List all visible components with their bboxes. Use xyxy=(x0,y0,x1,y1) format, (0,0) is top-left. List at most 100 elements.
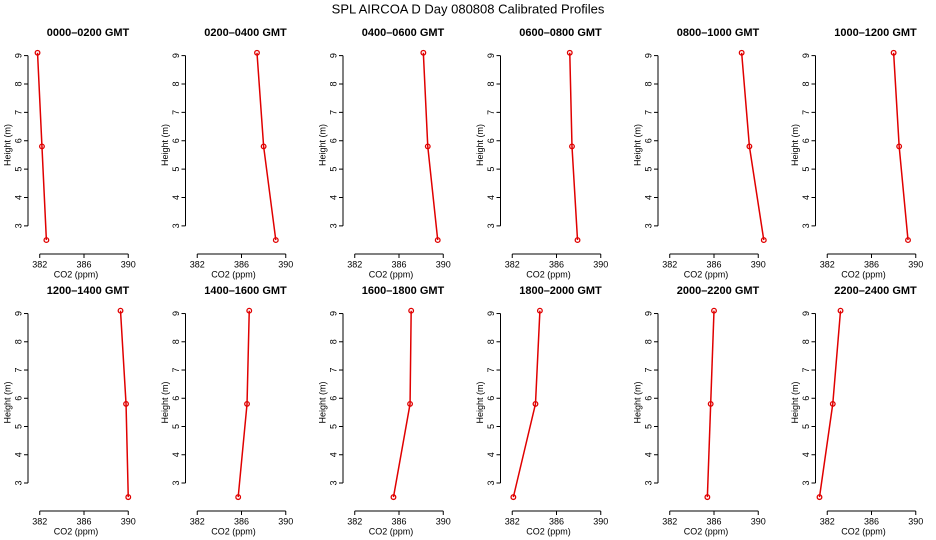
y-tick-label: 9 xyxy=(171,311,181,316)
data-point xyxy=(711,307,717,314)
y-tick-label: 6 xyxy=(486,396,496,401)
data-point xyxy=(566,49,573,56)
x-tick-label: 382 xyxy=(820,259,835,269)
x-tick-label: 390 xyxy=(278,259,293,269)
y-tick-label: 9 xyxy=(13,311,23,316)
y-tick-label: 3 xyxy=(328,223,338,228)
data-point xyxy=(254,49,260,56)
x-tick-label: 386 xyxy=(864,516,879,526)
x-axis-label: CO2 (ppm) xyxy=(684,269,729,279)
data-point xyxy=(816,494,823,501)
data-point xyxy=(829,400,836,407)
y-tick-label: 9 xyxy=(328,311,338,316)
x-tick-label: 382 xyxy=(32,516,47,526)
data-point xyxy=(746,143,753,150)
y-tick-label: 3 xyxy=(801,480,811,485)
panel-title: 0200–0400 GMT xyxy=(204,27,287,39)
y-tick-label: 5 xyxy=(328,424,338,429)
x-axis-label: CO2 (ppm) xyxy=(211,269,256,279)
y-axis-label: Height (m) xyxy=(317,381,327,423)
panel-title: 1600–1800 GMT xyxy=(362,285,445,297)
y-tick-label: 6 xyxy=(328,138,338,143)
y-tick-label: 3 xyxy=(328,480,338,485)
x-tick-label: 386 xyxy=(76,516,91,526)
data-point xyxy=(235,494,242,501)
x-axis-label: CO2 (ppm) xyxy=(526,526,571,536)
data-point xyxy=(704,494,711,501)
y-tick-label: 7 xyxy=(328,368,338,373)
y-tick-label: 9 xyxy=(801,53,811,58)
y-tick-label: 4 xyxy=(13,195,23,200)
data-point xyxy=(244,400,250,407)
x-axis-label: CO2 (ppm) xyxy=(526,269,571,279)
y-tick-label: 4 xyxy=(486,452,496,457)
data-point xyxy=(420,49,427,56)
y-tick-label: 6 xyxy=(171,138,181,143)
x-axis-label: CO2 (ppm) xyxy=(684,526,729,536)
x-axis-label: CO2 (ppm) xyxy=(54,269,99,279)
x-tick-label: 390 xyxy=(908,516,923,526)
x-tick-label: 390 xyxy=(278,516,293,526)
x-tick-label: 382 xyxy=(190,259,205,269)
data-point xyxy=(408,307,415,314)
profile-line xyxy=(818,310,842,498)
y-axis-label: Height (m) xyxy=(160,381,170,423)
y-tick-label: 7 xyxy=(486,368,496,373)
y-tick-label: 5 xyxy=(13,167,23,172)
x-tick-label: 390 xyxy=(436,259,451,269)
x-axis-label: CO2 (ppm) xyxy=(54,526,99,536)
data-point xyxy=(738,49,745,56)
y-tick-label: 3 xyxy=(643,480,653,485)
profile-line xyxy=(512,310,541,498)
y-tick-label: 4 xyxy=(643,452,653,457)
y-tick-label: 7 xyxy=(486,110,496,115)
data-point xyxy=(707,400,714,407)
x-tick-label: 386 xyxy=(706,516,721,526)
x-tick-label: 390 xyxy=(908,259,923,269)
panel-title: 1000–1200 GMT xyxy=(834,27,917,39)
y-tick-label: 8 xyxy=(328,81,338,86)
y-tick-label: 6 xyxy=(643,396,653,401)
data-point xyxy=(424,143,431,150)
y-tick-label: 8 xyxy=(328,339,338,344)
y-tick-label: 7 xyxy=(13,368,23,373)
profile-line xyxy=(392,310,412,498)
x-tick-label: 382 xyxy=(347,516,362,526)
y-tick-label: 4 xyxy=(643,195,653,200)
profile-line xyxy=(892,52,909,241)
y-tick-label: 4 xyxy=(801,195,811,200)
y-tick-label: 6 xyxy=(643,138,653,143)
profile-line xyxy=(36,52,48,241)
x-tick-label: 382 xyxy=(505,516,520,526)
y-axis-label: Height (m) xyxy=(475,124,485,166)
y-tick-label: 5 xyxy=(643,424,653,429)
y-tick-label: 5 xyxy=(13,424,23,429)
y-tick-label: 8 xyxy=(171,81,181,86)
y-tick-label: 7 xyxy=(13,110,23,115)
y-axis-label: Height (m) xyxy=(2,124,12,166)
y-tick-label: 4 xyxy=(171,452,181,457)
panel-title: 0800–1000 GMT xyxy=(677,27,760,39)
profile-line xyxy=(256,52,277,241)
y-tick-label: 7 xyxy=(801,110,811,115)
x-tick-label: 386 xyxy=(864,259,879,269)
y-tick-label: 8 xyxy=(801,81,811,86)
panel-title: 1400–1600 GMT xyxy=(204,285,287,297)
y-axis-label: Height (m) xyxy=(632,381,642,423)
data-point xyxy=(117,307,124,314)
y-tick-label: 9 xyxy=(13,53,23,58)
x-tick-label: 390 xyxy=(121,516,136,526)
data-point xyxy=(536,307,543,314)
x-axis-label: CO2 (ppm) xyxy=(841,526,886,536)
y-tick-label: 4 xyxy=(13,452,23,457)
x-tick-label: 386 xyxy=(706,259,721,269)
x-tick-label: 386 xyxy=(549,259,564,269)
y-tick-label: 7 xyxy=(643,368,653,373)
data-point xyxy=(532,400,539,407)
x-tick-label: 390 xyxy=(121,259,136,269)
data-point xyxy=(760,237,767,244)
data-point xyxy=(260,143,267,150)
x-tick-label: 390 xyxy=(593,516,608,526)
x-tick-label: 390 xyxy=(436,516,451,526)
